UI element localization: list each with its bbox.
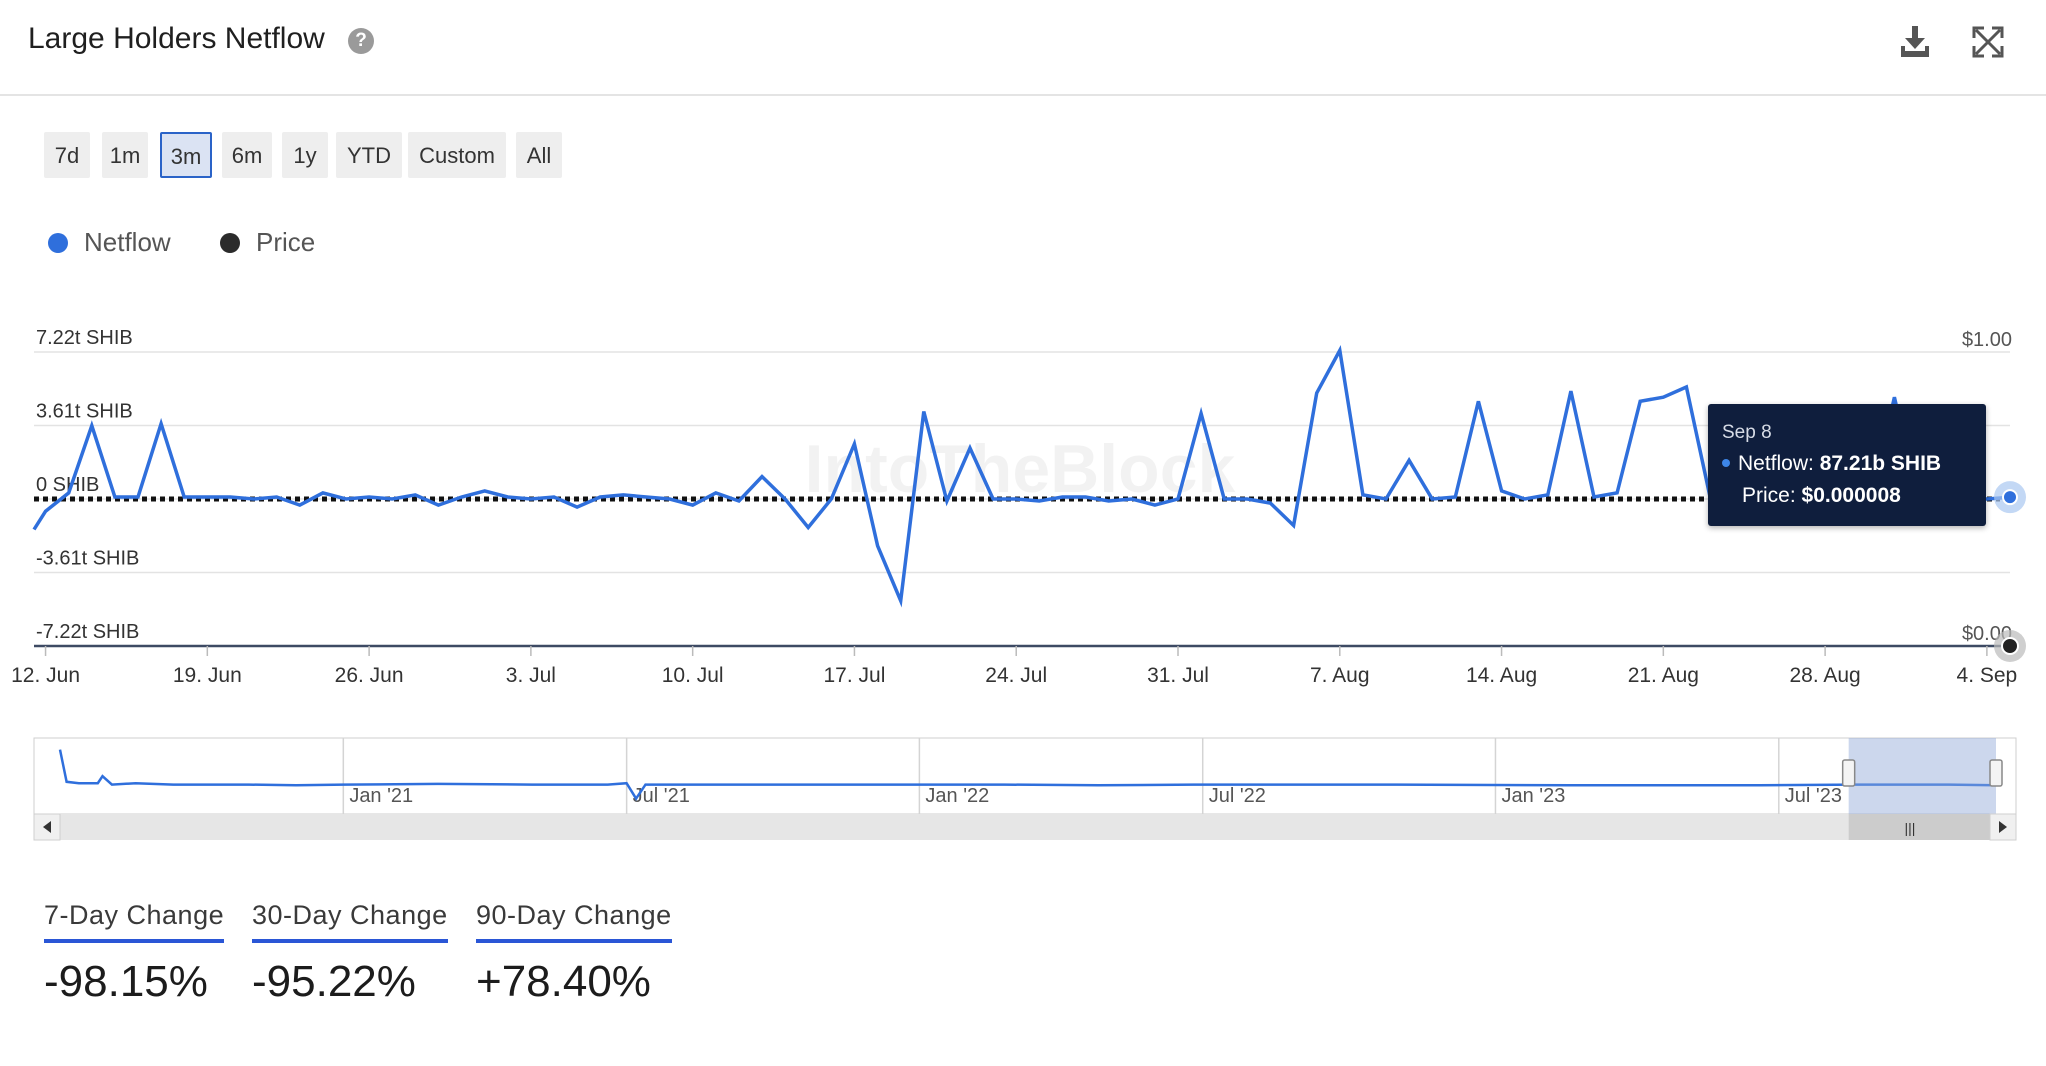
stat-30-day: 30-Day Change -95.22% [252,900,448,1007]
netflow-series-line [32,345,2011,608]
x-tick-label: 26. Jun [335,664,404,687]
x-axis: 12. Jun 19. Jun 26. Jun 3. Jul 10. Jul 17. Ju… [11,646,2017,687]
stat-30-day-value: -95.22% [252,957,416,1006]
x-tick-label: 21. Aug [1628,664,1699,687]
range-button-3m[interactable]: 3m [160,132,212,178]
chart-tooltip: Sep 8 Netflow: 87.21b SHIB Price: $0.000… [1708,404,1986,526]
stat-90-day: 90-Day Change +78.40% [476,900,672,1007]
x-tick-label: 7. Aug [1310,664,1370,687]
arrow-left-icon [43,821,51,833]
navigator-series [58,749,1997,801]
navigator-handle[interactable] [1841,759,1856,787]
tooltip-netflow-marker [1722,459,1730,467]
navigator-scrollbar-track[interactable] [34,814,2016,840]
range-button-7d[interactable]: 7d [44,132,90,178]
page-title: Large Holders Netflow [28,22,325,55]
legend-item-price[interactable]: Price [220,222,315,262]
navigator-label: Jan '23 [1501,785,1565,807]
navigator-selection[interactable] [1841,738,2003,814]
x-tick-label: 12. Jun [11,664,80,687]
x-tick-label: 19. Jun [173,664,242,687]
legend-label-netflow: Netflow [84,227,171,257]
x-tick-label: 10. Jul [662,664,724,687]
y-left-tick-label: 7.22t SHIB [36,327,133,349]
help-icon[interactable]: ? [348,28,374,54]
netflow-line-chart[interactable]: IntoTheBlock 7.22t SHIB 3.61t SHIB 0 SHIB -… [0,300,2046,710]
navigator-line [58,749,1997,801]
y-right-tick-label: $1.00 [1962,329,2012,351]
navigator-grid: Jan '21 Jul '21 Jan '22 Jul '22 Jan '23 Jul '… [342,738,1842,814]
tooltip-price-label: Price: [1742,484,1796,507]
navigator-label: Jul '22 [1209,785,1266,807]
stat-90-day-value: +78.40% [476,957,651,1006]
x-tick-label: 24. Jul [985,664,1047,687]
netflow-hover-point[interactable] [2002,489,2018,506]
range-button-1y[interactable]: 1y [282,132,328,178]
fullscreen-button[interactable] [1968,22,2008,62]
price-hover-point[interactable] [2001,637,2019,655]
range-button-all[interactable]: All [516,132,562,178]
download-button[interactable] [1895,22,1935,62]
range-button-ytd[interactable]: YTD [336,132,402,178]
stat-90-day-label[interactable]: 90-Day Change [476,900,672,943]
expand-icon [1972,26,2004,58]
tooltip-netflow: Netflow: 87.21b SHIB [1722,452,1941,476]
y-axis-left: 7.22t SHIB 3.61t SHIB 0 SHIB -3.61t SHIB -7.… [36,327,139,643]
tooltip-date: Sep 8 [1722,422,1772,443]
download-icon [1901,26,1929,57]
y-left-tick-label: -7.22t SHIB [36,621,139,643]
tooltip-price: Price: $0.000008 [1742,484,1901,508]
arrow-right-icon [1999,821,2007,833]
series [32,345,2026,662]
x-tick-label: 3. Jul [506,664,556,687]
tooltip-price-value: $0.000008 [1801,484,1901,507]
x-tick-label: 17. Jul [824,664,886,687]
navigator-label: Jul '23 [1785,785,1842,807]
legend-marker-netflow [48,233,68,253]
y-left-tick-label: -3.61t SHIB [36,548,139,570]
stat-7-day: 7-Day Change -98.15% [44,900,225,1007]
navigator-frame [33,737,2017,815]
y-left-tick-label: 0 SHIB [36,474,99,496]
range-button-1m[interactable]: 1m [102,132,148,178]
range-navigator[interactable]: Jan '21 Jul '21 Jan '22 Jul '22 Jan '23 Jul '… [0,730,2046,846]
y-left-tick-label: 3.61t SHIB [36,401,133,423]
range-button-6m[interactable]: 6m [222,132,272,178]
navigator-label: Jan '22 [925,785,989,807]
navigator-label: Jul '21 [633,785,690,807]
legend-marker-price [220,233,240,253]
navigator-handle[interactable] [1989,759,2003,787]
x-tick-label: 4. Sep [1957,664,2018,687]
legend-item-netflow[interactable]: Netflow [48,222,171,262]
x-tick-label: 14. Aug [1466,664,1537,687]
scroll-thumb-grip-icon: ||| [1905,820,1916,836]
watermark: IntoTheBlock [805,431,1236,507]
tooltip-netflow-value: 87.21b SHIB [1819,452,1942,475]
navigator-scrollbar-thumb[interactable] [1848,814,1990,840]
navigator-scroll-right-button[interactable] [1989,813,2017,841]
range-button-custom[interactable]: Custom [408,132,506,178]
navigator-label: Jan '21 [349,785,413,807]
tooltip-netflow-label: Netflow: [1738,452,1814,475]
legend-label-price: Price [256,227,316,257]
chart-header: Large Holders Netflow ? [0,0,2046,96]
x-tick-label: 31. Jul [1147,664,1209,687]
stat-7-day-value: -98.15% [44,957,208,1006]
stat-7-day-label[interactable]: 7-Day Change [44,900,225,943]
x-tick-label: 28. Aug [1789,664,1860,687]
stat-30-day-label[interactable]: 30-Day Change [252,900,448,943]
navigator-selected-range[interactable] [1848,738,1996,814]
